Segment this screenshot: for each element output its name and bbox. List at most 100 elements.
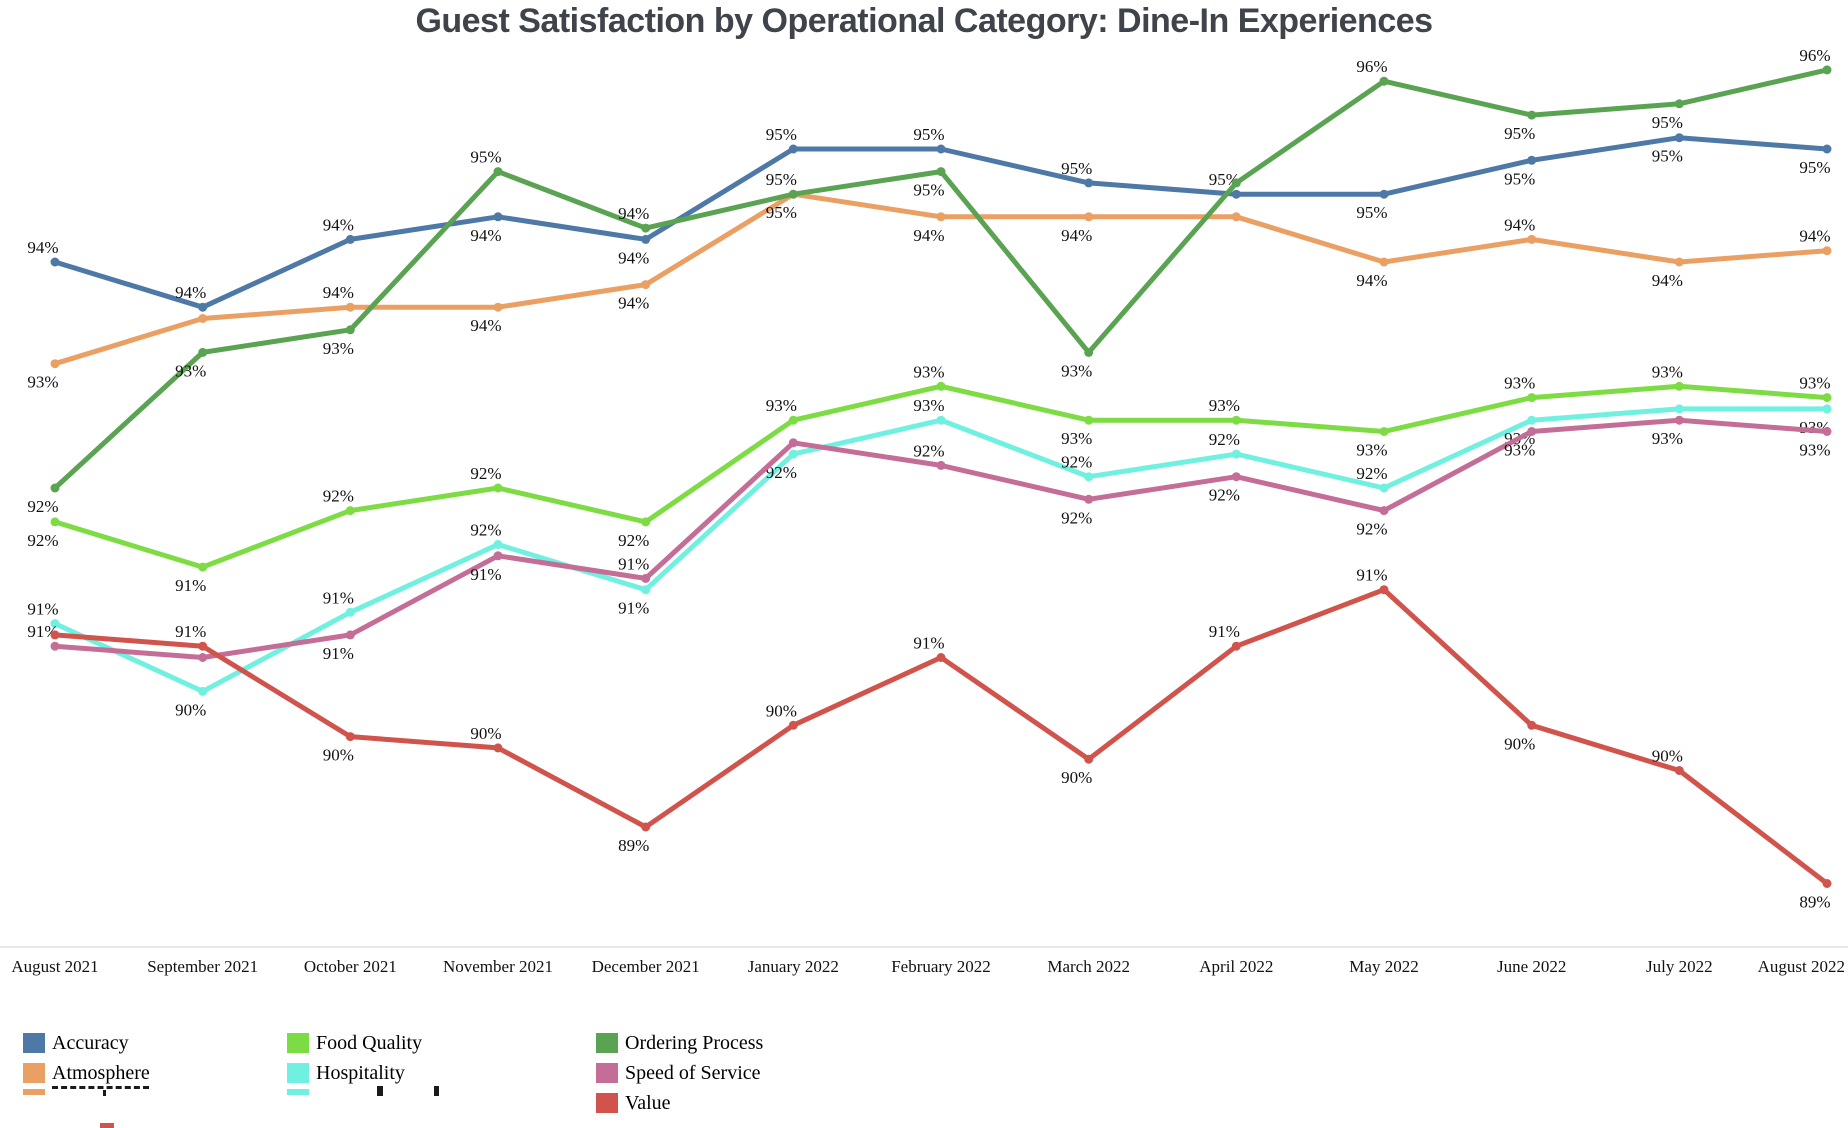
legend-item-speed-of-service[interactable]: Speed of Service [596, 1061, 763, 1085]
data-point-atmosphere[interactable] [1674, 257, 1684, 267]
data-point-accuracy[interactable] [1379, 189, 1389, 199]
data-point-ordering-process[interactable] [1231, 178, 1241, 188]
data-point-hospitality[interactable] [788, 449, 798, 459]
data-point-accuracy[interactable] [1231, 189, 1241, 199]
data-point-value[interactable] [198, 641, 208, 651]
data-point-hospitality[interactable] [1084, 472, 1094, 482]
data-point-speed-of-service[interactable] [1674, 415, 1684, 425]
data-point-value[interactable] [493, 743, 503, 753]
data-point-food-quality[interactable] [1231, 415, 1241, 425]
data-point-atmosphere[interactable] [198, 314, 208, 323]
data-point-accuracy[interactable] [641, 234, 651, 244]
data-point-accuracy[interactable] [345, 234, 355, 244]
data-point-accuracy[interactable] [1822, 144, 1832, 154]
data-point-accuracy[interactable] [936, 144, 946, 154]
data-point-accuracy[interactable] [198, 302, 208, 312]
data-point-ordering-process[interactable] [345, 325, 355, 335]
data-point-ordering-process[interactable] [1084, 347, 1094, 357]
data-point-speed-of-service[interactable] [1822, 427, 1832, 436]
data-point-atmosphere[interactable] [1231, 212, 1241, 222]
legend-item-ordering-process[interactable]: Ordering Process [596, 1031, 763, 1055]
data-point-atmosphere[interactable] [641, 280, 651, 290]
data-point-accuracy[interactable] [1527, 155, 1537, 165]
data-point-atmosphere[interactable] [345, 302, 355, 312]
data-point-food-quality[interactable] [345, 506, 355, 516]
legend-item-atmosphere[interactable]: Atmosphere [23, 1061, 150, 1085]
data-point-food-quality[interactable] [1084, 415, 1094, 425]
data-point-value[interactable] [1379, 585, 1389, 595]
data-point-value[interactable] [1527, 720, 1537, 730]
data-point-food-quality[interactable] [493, 483, 503, 493]
data-point-speed-of-service[interactable] [50, 641, 60, 651]
data-point-accuracy[interactable] [1674, 133, 1684, 143]
data-point-speed-of-service[interactable] [493, 551, 503, 561]
data-point-speed-of-service[interactable] [345, 630, 355, 640]
data-point-value[interactable] [641, 822, 651, 832]
data-point-speed-of-service[interactable] [1084, 494, 1094, 504]
data-point-value[interactable] [1822, 879, 1832, 888]
data-point-food-quality[interactable] [1527, 393, 1537, 403]
data-point-food-quality[interactable] [50, 517, 60, 527]
x-axis-label: May 2022 [1349, 957, 1418, 976]
data-point-accuracy[interactable] [1084, 178, 1094, 188]
data-point-atmosphere[interactable] [1527, 234, 1537, 244]
data-label-food-quality: 93% [1504, 374, 1535, 393]
data-point-ordering-process[interactable] [1527, 110, 1537, 120]
data-point-speed-of-service[interactable] [198, 653, 208, 662]
data-point-atmosphere[interactable] [1822, 246, 1832, 256]
data-point-value[interactable] [50, 630, 60, 640]
data-point-food-quality[interactable] [1822, 393, 1832, 403]
data-point-atmosphere[interactable] [1379, 257, 1389, 267]
data-point-value[interactable] [1084, 754, 1094, 764]
data-point-hospitality[interactable] [1674, 404, 1684, 414]
legend-item-food-quality[interactable]: Food Quality [287, 1031, 422, 1055]
data-point-food-quality[interactable] [788, 415, 798, 425]
data-point-value[interactable] [936, 653, 946, 662]
data-point-value[interactable] [1674, 766, 1684, 775]
data-point-speed-of-service[interactable] [641, 573, 651, 583]
data-point-atmosphere[interactable] [1084, 212, 1094, 222]
data-point-ordering-process[interactable] [1674, 99, 1684, 109]
data-point-value[interactable] [788, 720, 798, 730]
data-point-hospitality[interactable] [1527, 415, 1537, 425]
data-point-value[interactable] [1231, 641, 1241, 651]
data-label-hospitality: 93% [913, 396, 944, 415]
data-point-hospitality[interactable] [936, 415, 946, 425]
data-point-atmosphere[interactable] [50, 359, 60, 369]
legend-item-accuracy[interactable]: Accuracy [23, 1031, 150, 1055]
legend-item-value[interactable]: Value [596, 1091, 763, 1115]
data-point-speed-of-service[interactable] [1231, 472, 1241, 482]
data-point-speed-of-service[interactable] [1527, 427, 1537, 436]
data-point-hospitality[interactable] [493, 540, 503, 549]
data-point-food-quality[interactable] [641, 517, 651, 527]
data-point-hospitality[interactable] [1822, 404, 1832, 414]
data-point-ordering-process[interactable] [198, 347, 208, 357]
data-point-hospitality[interactable] [198, 686, 208, 696]
data-point-speed-of-service[interactable] [1379, 506, 1389, 516]
data-point-ordering-process[interactable] [788, 189, 798, 199]
data-point-hospitality[interactable] [345, 607, 355, 617]
data-point-accuracy[interactable] [493, 212, 503, 222]
data-point-atmosphere[interactable] [936, 212, 946, 222]
data-point-accuracy[interactable] [50, 257, 60, 267]
data-point-food-quality[interactable] [1674, 381, 1684, 391]
data-point-hospitality[interactable] [1231, 449, 1241, 459]
data-point-value[interactable] [345, 732, 355, 742]
data-point-hospitality[interactable] [641, 585, 651, 595]
data-point-speed-of-service[interactable] [788, 438, 798, 448]
data-point-food-quality[interactable] [1379, 427, 1389, 436]
data-point-hospitality[interactable] [50, 619, 60, 629]
data-point-food-quality[interactable] [936, 381, 946, 391]
data-point-ordering-process[interactable] [493, 167, 503, 177]
data-point-speed-of-service[interactable] [936, 460, 946, 470]
data-point-atmosphere[interactable] [493, 302, 503, 312]
data-point-ordering-process[interactable] [936, 167, 946, 177]
data-point-ordering-process[interactable] [641, 223, 651, 233]
data-point-ordering-process[interactable] [50, 483, 60, 493]
data-point-ordering-process[interactable] [1822, 65, 1832, 75]
data-point-ordering-process[interactable] [1379, 76, 1389, 86]
data-point-food-quality[interactable] [198, 562, 208, 572]
data-point-hospitality[interactable] [1379, 483, 1389, 493]
legend-item-hospitality[interactable]: Hospitality [287, 1061, 422, 1085]
data-point-accuracy[interactable] [788, 144, 798, 154]
